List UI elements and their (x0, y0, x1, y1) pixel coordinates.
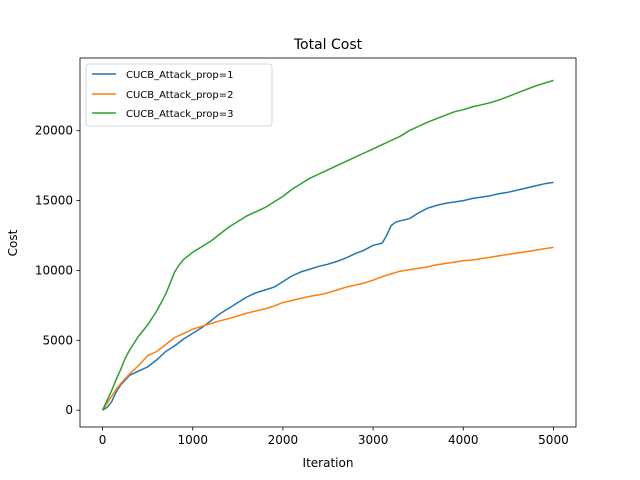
y-tick-label: 10000 (35, 263, 73, 277)
x-axis: 0 1000 2000 3000 4000 5000 (99, 427, 569, 447)
y-tick-label: 0 (65, 403, 73, 417)
y-axis-title: Cost (6, 229, 20, 256)
plot-area-frame (79, 57, 577, 428)
y-tick-label: 15000 (35, 194, 73, 208)
legend-label-1: CUCB_Attack_prop=1 (126, 70, 234, 81)
x-tick-label: 4000 (448, 433, 479, 447)
x-tick-label: 3000 (358, 433, 389, 447)
x-tick-label: 5000 (538, 433, 569, 447)
legend-label-2: CUCB_Attack_prop=2 (126, 90, 234, 101)
chart-title: Total Cost (293, 37, 363, 53)
x-tick-label: 1000 (177, 433, 208, 447)
series-line-2 (101, 246, 554, 411)
legend: CUCB_Attack_prop=1 CUCB_Attack_prop=2 CU… (85, 63, 273, 127)
x-tick-label: 0 (99, 433, 107, 447)
series-layer (101, 79, 554, 411)
legend-box (85, 63, 273, 127)
x-axis-title: Iteration (303, 456, 354, 470)
y-tick-label: 5000 (42, 333, 73, 347)
y-tick-label: 20000 (35, 124, 73, 138)
legend-label-3: CUCB_Attack_prop=3 (126, 109, 234, 120)
series-line-3 (101, 79, 554, 411)
x-tick-label: 2000 (268, 433, 299, 447)
series-line-1 (102, 181, 554, 411)
y-axis: 0 5000 10000 15000 20000 (35, 124, 80, 417)
